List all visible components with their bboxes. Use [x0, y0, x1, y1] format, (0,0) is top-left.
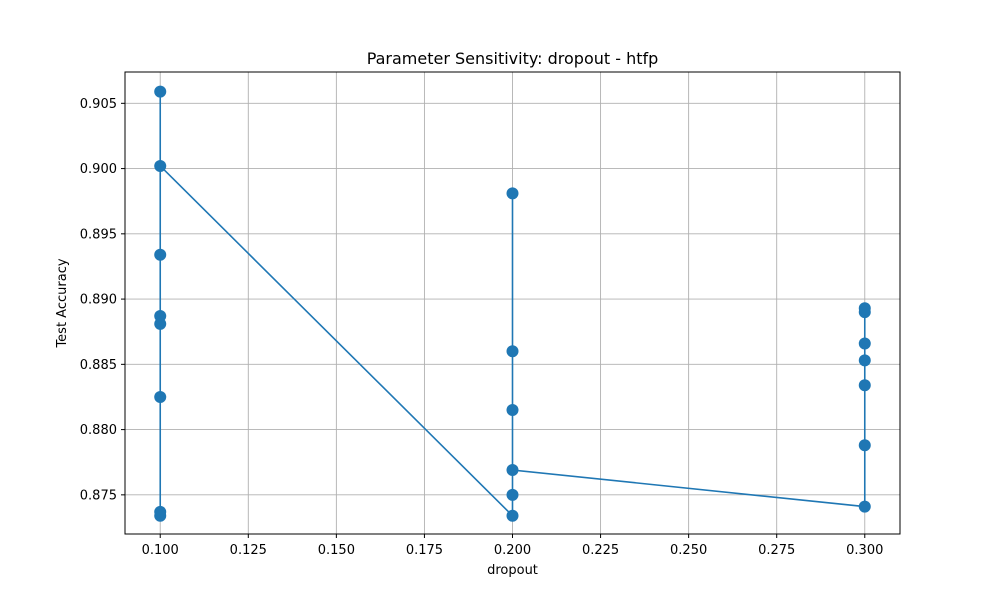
- data-point: [858, 439, 871, 452]
- x-tick-label: 0.200: [494, 543, 531, 558]
- x-tick-label: 0.125: [230, 543, 267, 558]
- data-point: [858, 337, 871, 350]
- y-tick-label: 0.885: [80, 358, 117, 373]
- data-point: [154, 390, 167, 403]
- data-point: [858, 354, 871, 367]
- data-point: [858, 379, 871, 392]
- data-point: [154, 248, 167, 261]
- x-tick-label: 0.225: [582, 543, 619, 558]
- y-tick-label: 0.905: [80, 97, 117, 112]
- data-point: [858, 302, 871, 315]
- y-tick-label: 0.890: [80, 293, 117, 308]
- x-tick-label: 0.100: [142, 543, 179, 558]
- data-point: [154, 159, 167, 172]
- axis-ticks: 0.100 0.125 0.150 0.175 0.200 0.225 0.250 0.275…: [80, 97, 884, 558]
- y-tick-label: 0.875: [80, 488, 117, 503]
- y-tick-label: 0.880: [80, 423, 117, 438]
- data-point: [154, 310, 167, 323]
- x-tick-label: 0.250: [670, 543, 707, 558]
- data-point: [858, 500, 871, 513]
- data-point: [154, 505, 167, 518]
- x-tick-label: 0.275: [758, 543, 795, 558]
- x-axis-label: dropout: [487, 563, 538, 578]
- series-accuracy: [154, 85, 871, 522]
- x-tick-label: 0.150: [318, 543, 355, 558]
- data-point: [154, 85, 167, 98]
- data-point: [506, 345, 519, 358]
- data-point: [506, 488, 519, 501]
- chart-title: Parameter Sensitivity: dropout - htfp: [367, 49, 659, 68]
- y-tick-label: 0.900: [80, 162, 117, 177]
- data-point: [506, 404, 519, 417]
- x-tick-label: 0.175: [406, 543, 443, 558]
- y-axis-label: Test Accuracy: [55, 258, 70, 348]
- data-point: [506, 464, 519, 477]
- x-tick-label: 0.300: [846, 543, 883, 558]
- y-tick-label: 0.895: [80, 227, 117, 242]
- data-point: [506, 509, 519, 522]
- data-point: [506, 187, 519, 200]
